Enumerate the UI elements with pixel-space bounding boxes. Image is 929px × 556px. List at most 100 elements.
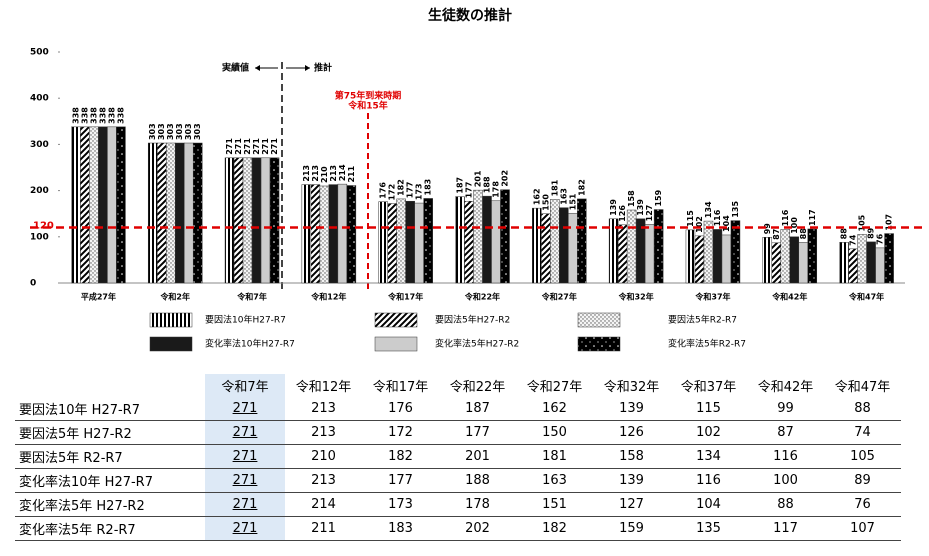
bar bbox=[269, 157, 280, 284]
data-label: 173 bbox=[415, 183, 424, 200]
data-label: 271 bbox=[261, 138, 270, 155]
table: 令和7年 令和12年 令和17年 令和22年 令和27年 令和32年 令和37年 令和42年 令… bbox=[15, 374, 901, 541]
table-cell: 163 bbox=[516, 468, 593, 493]
data-label: 201 bbox=[474, 170, 483, 187]
data-label: 271 bbox=[225, 138, 234, 155]
bar bbox=[703, 220, 714, 284]
bar bbox=[414, 202, 424, 284]
table-cell: 173 bbox=[362, 492, 439, 517]
table-cell: 令和22年 bbox=[449, 380, 506, 395]
bar bbox=[694, 235, 705, 284]
bar bbox=[473, 189, 483, 284]
data-label: 210 bbox=[320, 166, 329, 183]
legend-swatch bbox=[577, 336, 621, 352]
bar bbox=[301, 184, 312, 284]
bar bbox=[396, 198, 406, 284]
table-cell: 213 bbox=[285, 397, 362, 421]
table-row: 変化率法5年 H27-R2 271 214 173 178 151 127 104 88 76 bbox=[15, 492, 901, 517]
bar bbox=[839, 242, 849, 284]
bar bbox=[857, 234, 867, 284]
bar bbox=[500, 189, 510, 284]
bar bbox=[532, 207, 542, 284]
y-tick-label: 100 bbox=[30, 232, 49, 242]
data-label: 303 bbox=[157, 123, 166, 140]
table-cell: 202 bbox=[439, 516, 516, 541]
table-cell: 117 bbox=[747, 516, 824, 541]
bar bbox=[550, 199, 560, 284]
bar bbox=[192, 142, 203, 284]
table-cell: 126 bbox=[593, 420, 670, 445]
y-tick-label: 0 bbox=[30, 279, 36, 289]
data-label: 183 bbox=[424, 179, 433, 196]
reference-label: 120 bbox=[33, 221, 54, 232]
bar bbox=[319, 185, 330, 284]
legend-label: 変化率法10年H27-R7 bbox=[205, 338, 295, 350]
x-tick-label: 令和32年 bbox=[618, 292, 654, 302]
bar bbox=[224, 157, 235, 284]
bar bbox=[378, 201, 388, 284]
bar bbox=[884, 233, 894, 284]
data-label: 338 bbox=[89, 107, 98, 124]
bar bbox=[387, 203, 397, 284]
table-cell: 158 bbox=[593, 444, 670, 469]
table-cell: 100 bbox=[747, 468, 824, 493]
data-label: 135 bbox=[731, 200, 740, 217]
table-cell: 105 bbox=[824, 444, 901, 469]
table-cell: 210 bbox=[285, 444, 362, 469]
bar bbox=[233, 157, 244, 284]
table-cell: 183 bbox=[362, 516, 439, 541]
bar bbox=[260, 157, 271, 284]
table-cell: 88 bbox=[747, 492, 824, 517]
data-label: 303 bbox=[175, 123, 184, 140]
table-cell: 104 bbox=[670, 492, 747, 517]
data-label: 116 bbox=[713, 209, 722, 226]
table-cell: 令和17年 bbox=[372, 380, 429, 395]
table-cell: 102 bbox=[670, 420, 747, 445]
data-label: 176 bbox=[379, 182, 388, 199]
data-label: 158 bbox=[627, 190, 636, 207]
bar bbox=[798, 242, 809, 284]
data-label: 139 bbox=[609, 199, 618, 216]
data-label: 182 bbox=[397, 179, 406, 196]
data-label: 213 bbox=[311, 165, 320, 182]
bar bbox=[147, 142, 158, 284]
data-label: 117 bbox=[808, 209, 817, 226]
data-label: 151 bbox=[568, 193, 577, 210]
y-tick-label: 300 bbox=[30, 140, 49, 150]
bar bbox=[337, 183, 348, 284]
data-label: 214 bbox=[338, 164, 347, 181]
data-label: 76 bbox=[876, 233, 885, 245]
bar bbox=[626, 209, 637, 284]
x-tick-label: 平成27年 bbox=[81, 292, 116, 302]
table-cell: 213 bbox=[285, 420, 362, 445]
table-cell: 令和42年 bbox=[757, 380, 814, 395]
data-label: 338 bbox=[116, 107, 125, 124]
legend-label: 変化率法5年R2-R7 bbox=[668, 338, 746, 350]
table-cell: 116 bbox=[747, 444, 824, 469]
data-label: 303 bbox=[184, 123, 193, 140]
x-tick-label: 令和17年 bbox=[387, 292, 423, 302]
annotation: 第75年到来時期 bbox=[335, 90, 402, 102]
data-label: 162 bbox=[532, 188, 541, 205]
table-cell: 令和12年 bbox=[295, 380, 352, 395]
data-label: 89 bbox=[867, 227, 876, 239]
data-label: 213 bbox=[302, 165, 311, 182]
table-cell: 令和7年 bbox=[205, 374, 285, 397]
x-tick-label: 令和2年 bbox=[159, 292, 190, 302]
data-label: 211 bbox=[347, 165, 356, 182]
legend-swatch bbox=[374, 312, 418, 328]
table-cell: 188 bbox=[439, 468, 516, 493]
data-label: 213 bbox=[329, 165, 338, 182]
bar bbox=[721, 234, 732, 284]
data-label: 303 bbox=[166, 123, 175, 140]
data-label: 150 bbox=[541, 194, 550, 211]
bar bbox=[107, 126, 117, 284]
data-label: 177 bbox=[406, 182, 415, 199]
table-cell: 182 bbox=[362, 444, 439, 469]
bar bbox=[346, 185, 357, 284]
table-row: 変化率法5年 R2-R7 271 211 183 202 182 159 135 117 107 bbox=[15, 516, 901, 541]
bar bbox=[156, 142, 167, 284]
data-label: 178 bbox=[492, 181, 501, 198]
table-cell: 213 bbox=[285, 468, 362, 493]
table-cell: 182 bbox=[516, 516, 593, 541]
